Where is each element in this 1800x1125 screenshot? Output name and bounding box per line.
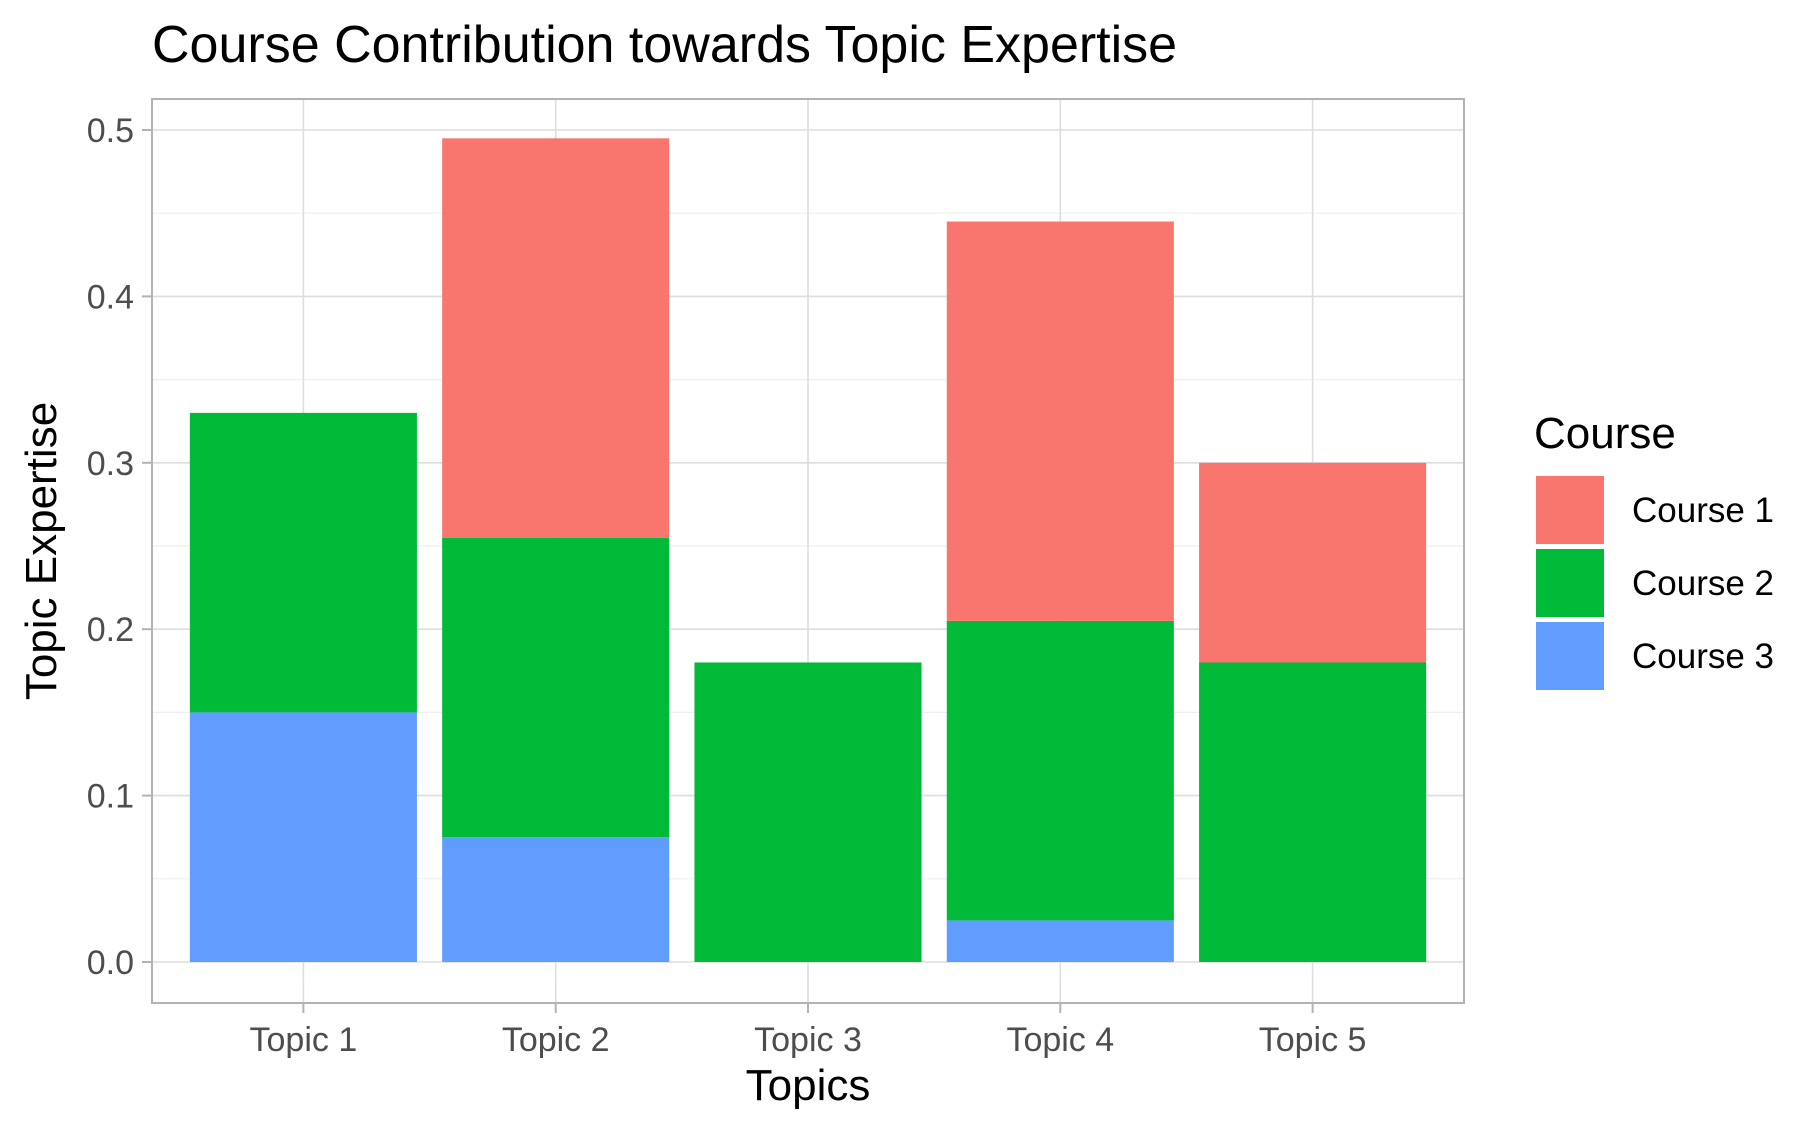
x-tick-label: Topic 5 <box>1259 1021 1367 1059</box>
legend-title: Course <box>1534 409 1676 458</box>
chart-title: Course Contribution towards Topic Expert… <box>152 16 1177 74</box>
bars <box>189 138 1427 962</box>
x-tick-label: Topic 4 <box>1006 1021 1114 1059</box>
bar-topic-4-course-1 <box>946 221 1174 621</box>
bar-topic-4-course-3 <box>946 920 1174 962</box>
bar-topic-1-course-2 <box>189 412 417 713</box>
x-tick-label: Topic 2 <box>502 1021 610 1059</box>
bar-topic-5-course-1 <box>1199 462 1427 663</box>
y-tick-label: 0.2 <box>87 611 134 649</box>
legend-key-course-1 <box>1536 476 1604 544</box>
y-tick-label: 0.0 <box>87 944 134 982</box>
x-axis: Topic 1 Topic 2 Topic 3 Topic 4 Topic 5 <box>250 1003 1367 1059</box>
legend: Course Course 1 Course 2 Course 3 <box>1534 409 1774 690</box>
bar-topic-1-course-3 <box>189 712 417 962</box>
legend-label: Course 3 <box>1632 637 1774 676</box>
legend-key-course-2 <box>1536 549 1604 617</box>
y-tick-label: 0.3 <box>87 445 134 483</box>
bar-topic-2-course-3 <box>442 837 670 962</box>
bar-topic-5-course-2 <box>1199 662 1427 962</box>
x-axis-title: Topics <box>746 1061 871 1110</box>
x-tick-label: Topic 1 <box>250 1021 358 1059</box>
bar-topic-2-course-1 <box>442 138 670 538</box>
y-tick-label: 0.5 <box>87 112 134 150</box>
y-tick-label: 0.4 <box>87 278 134 316</box>
y-tick-label: 0.1 <box>87 778 134 816</box>
legend-label: Course 2 <box>1632 564 1774 603</box>
bar-topic-2-course-2 <box>442 537 670 838</box>
x-tick-label: Topic 3 <box>754 1021 862 1059</box>
bar-topic-3-course-2 <box>694 662 922 962</box>
y-axis: 0.0 0.1 0.2 0.3 0.4 0.5 <box>87 112 152 982</box>
legend-key-course-3 <box>1536 622 1604 690</box>
y-axis-title: Topic Expertise <box>17 402 66 700</box>
bar-topic-4-course-2 <box>946 620 1174 921</box>
legend-label: Course 1 <box>1632 491 1774 530</box>
